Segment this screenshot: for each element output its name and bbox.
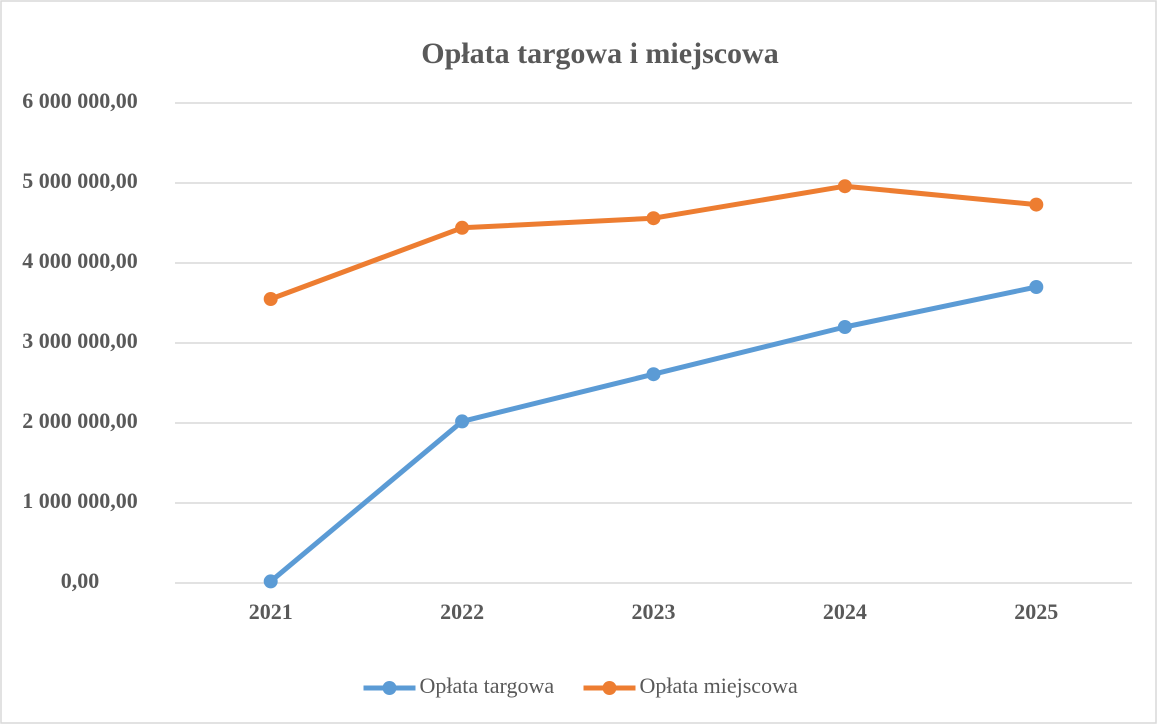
y-tick-label: 0,00	[61, 568, 100, 593]
data-point	[263, 574, 278, 589]
chart-title: Opłata targowa i miejscowa	[421, 37, 778, 70]
x-tick-label: 2021	[249, 599, 293, 624]
x-tick-label: 2024	[823, 599, 867, 624]
y-tick-label: 3 000 000,00	[22, 328, 138, 353]
legend-label: Opłata miejscowa	[640, 673, 798, 698]
data-point	[1029, 197, 1044, 212]
data-point	[837, 320, 852, 334]
y-tick-label: 2 000 000,00	[22, 408, 138, 433]
data-point	[455, 414, 470, 429]
data-point	[1029, 280, 1044, 294]
legend-marker	[602, 681, 617, 695]
y-tick-label: 6 000 000,00	[22, 88, 138, 113]
data-point	[837, 179, 852, 194]
data-point	[646, 211, 661, 226]
x-tick-label: 2023	[632, 599, 676, 624]
legend-label: Opłata targowa	[420, 673, 555, 698]
y-tick-label: 5 000 000,00	[22, 168, 138, 193]
data-point	[263, 292, 278, 306]
x-tick-label: 2025	[1014, 599, 1058, 624]
data-point	[646, 367, 661, 382]
x-tick-label: 2022	[440, 599, 484, 624]
y-tick-label: 1 000 000,00	[22, 488, 138, 513]
legend-marker	[382, 681, 397, 695]
y-tick-label: 4 000 000,00	[22, 248, 138, 273]
data-point	[455, 220, 470, 235]
